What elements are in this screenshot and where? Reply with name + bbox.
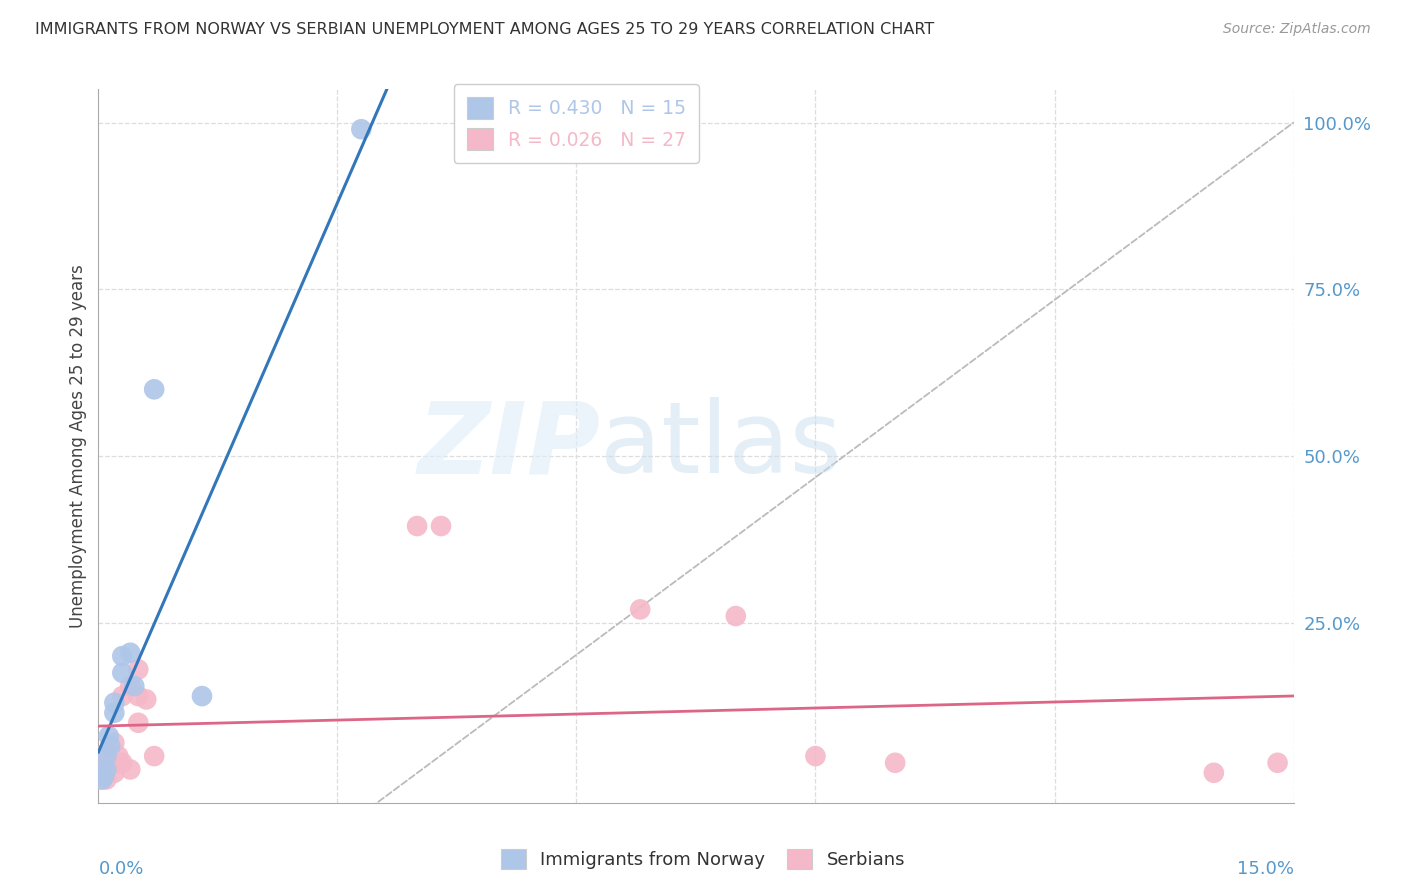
Point <box>406 519 429 533</box>
Point <box>103 706 125 720</box>
Text: IMMIGRANTS FROM NORWAY VS SERBIAN UNEMPLOYMENT AMONG AGES 25 TO 29 YEARS CORRELA: IMMIGRANTS FROM NORWAY VS SERBIAN UNEMPL… <box>35 22 935 37</box>
Legend: Immigrants from Norway, Serbians: Immigrants from Norway, Serbians <box>492 839 914 879</box>
Point <box>96 772 118 787</box>
Point <box>91 769 114 783</box>
Point <box>628 602 651 616</box>
Point <box>120 679 142 693</box>
Point <box>96 749 118 764</box>
Point <box>96 763 118 777</box>
Point <box>93 765 115 780</box>
Point <box>120 763 142 777</box>
Point <box>143 382 166 396</box>
Text: Source: ZipAtlas.com: Source: ZipAtlas.com <box>1223 22 1371 37</box>
Point <box>135 692 157 706</box>
Point <box>97 729 120 743</box>
Point <box>91 772 114 787</box>
Point <box>350 122 373 136</box>
Point <box>120 646 142 660</box>
Point <box>127 689 149 703</box>
Text: 15.0%: 15.0% <box>1236 860 1294 878</box>
Text: atlas: atlas <box>600 398 842 494</box>
Point <box>111 649 134 664</box>
Legend: R = 0.430   N = 15, R = 0.026   N = 27: R = 0.430 N = 15, R = 0.026 N = 27 <box>454 85 699 163</box>
Y-axis label: Unemployment Among Ages 25 to 29 years: Unemployment Among Ages 25 to 29 years <box>69 264 87 628</box>
Point <box>96 756 118 770</box>
Point <box>884 756 907 770</box>
Point <box>724 609 747 624</box>
Point <box>127 662 149 676</box>
Point <box>103 696 125 710</box>
Point <box>98 759 122 773</box>
Point <box>107 749 129 764</box>
Point <box>1267 756 1289 770</box>
Point <box>98 739 122 753</box>
Point <box>111 756 134 770</box>
Point <box>96 746 118 760</box>
Text: 0.0%: 0.0% <box>98 860 143 878</box>
Point <box>103 765 125 780</box>
Text: ZIP: ZIP <box>418 398 600 494</box>
Point <box>93 769 115 783</box>
Point <box>111 689 134 703</box>
Point <box>103 736 125 750</box>
Point <box>1202 765 1225 780</box>
Point <box>90 772 112 787</box>
Point <box>111 665 134 680</box>
Point <box>124 679 146 693</box>
Point <box>804 749 827 764</box>
Point <box>191 689 214 703</box>
Point <box>430 519 453 533</box>
Point <box>127 715 149 730</box>
Point <box>143 749 166 764</box>
